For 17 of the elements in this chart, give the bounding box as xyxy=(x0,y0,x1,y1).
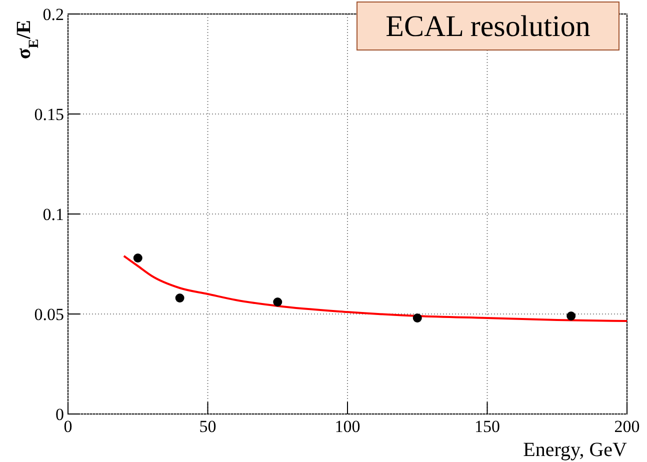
chart-title: ECAL resolution xyxy=(386,10,590,43)
x-tick-label: 150 xyxy=(474,417,500,436)
x-axis-title: Energy, GeV xyxy=(523,439,628,461)
y-tick-label: 0.15 xyxy=(34,105,64,124)
x-tick-label: 100 xyxy=(334,417,360,436)
point xyxy=(273,298,282,306)
point xyxy=(175,294,184,302)
y-tick-label: 0.05 xyxy=(34,305,64,324)
x-tick-label: 200 xyxy=(614,417,640,436)
y-tick-label: 0 xyxy=(56,405,64,424)
line-series xyxy=(122,255,628,322)
x-tick-label: 50 xyxy=(199,417,216,436)
point xyxy=(566,312,576,320)
point xyxy=(412,314,422,322)
y-tick-label: 0.1 xyxy=(42,205,64,224)
point xyxy=(133,254,142,262)
y-tick-label: 0.2 xyxy=(42,5,64,24)
